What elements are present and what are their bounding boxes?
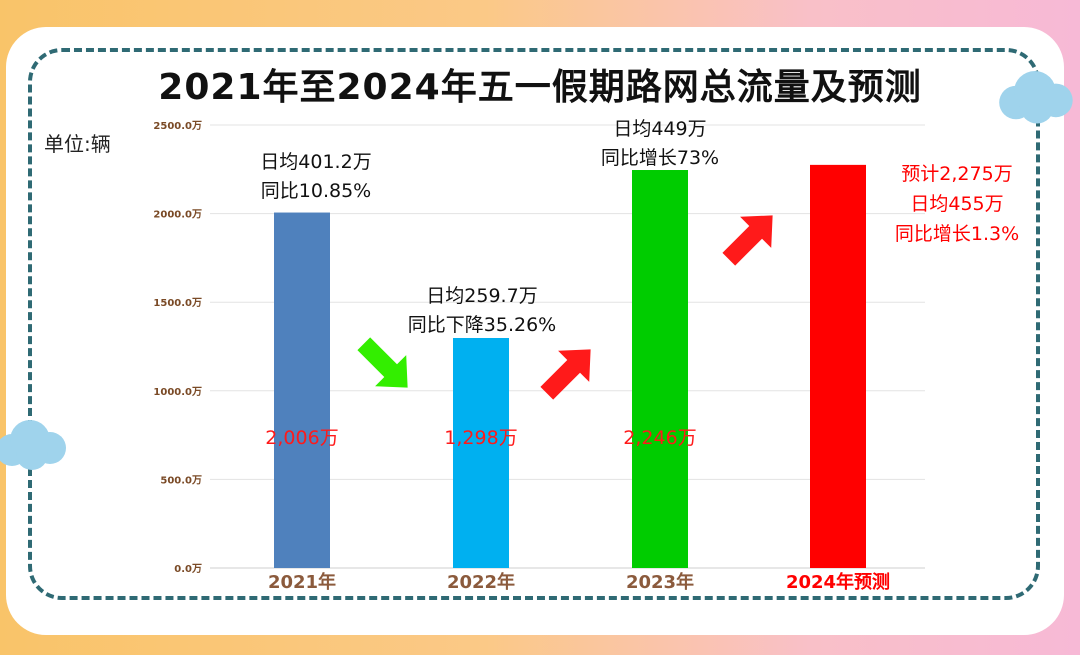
- cloud-puff: [1020, 89, 1054, 124]
- card-background: [6, 27, 1064, 635]
- arrow-shape: [722, 215, 773, 266]
- bar: [810, 164, 866, 568]
- annotation-text: 日均455万: [910, 193, 1003, 215]
- cloud-icon: [0, 420, 66, 470]
- unit-label: 单位:辆: [44, 132, 111, 156]
- bar-value-label: 1,298万: [444, 427, 517, 449]
- trend-down-arrow-icon: [357, 337, 408, 388]
- annotation-text: 日均401.2万: [260, 151, 371, 173]
- category-label: 2024年预测: [786, 571, 890, 593]
- annotation-text: 同比下降35.26%: [408, 314, 556, 336]
- annotation-text: 同比增长73%: [601, 147, 719, 169]
- annotation-text: 同比10.85%: [261, 180, 371, 202]
- arrow-shape: [357, 337, 408, 388]
- category-label: 2022年: [447, 571, 515, 593]
- category-label: 2021年: [268, 571, 336, 593]
- annotation-text: 日均259.7万: [426, 285, 537, 307]
- trend-up-arrow-icon: [722, 215, 773, 266]
- dashed-frame: [28, 48, 1040, 600]
- annotation-text: 日均449万: [613, 118, 706, 140]
- y-tick-label: 0.0万: [174, 563, 202, 575]
- category-label: 2023年: [626, 571, 694, 593]
- chart-title: 2021年至2024年五一假期路网总流量及预测: [158, 67, 922, 108]
- bar-value-label: 2,246万: [623, 427, 696, 449]
- annotation-text: 同比增长1.3%: [895, 223, 1019, 245]
- bar-value-label: 2,006万: [265, 427, 338, 449]
- trend-up-arrow-icon: [540, 349, 591, 400]
- bar: [453, 337, 509, 568]
- y-tick-label: 2500.0万: [153, 120, 202, 132]
- cloud-puff: [16, 438, 48, 470]
- y-tick-label: 1000.0万: [153, 386, 202, 398]
- annotation-text: 预计2,275万: [901, 163, 1012, 185]
- y-tick-label: 1500.0万: [153, 297, 202, 309]
- bar: [274, 212, 330, 568]
- y-tick-label: 2000.0万: [153, 209, 202, 221]
- y-tick-label: 500.0万: [160, 474, 202, 486]
- bar: [632, 170, 688, 569]
- cloud-icon: [999, 71, 1073, 124]
- arrow-shape: [540, 349, 591, 400]
